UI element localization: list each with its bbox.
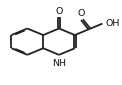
Text: OH: OH bbox=[105, 19, 119, 28]
Text: O: O bbox=[77, 9, 85, 18]
Text: NH: NH bbox=[52, 59, 66, 68]
Text: O: O bbox=[55, 7, 63, 16]
